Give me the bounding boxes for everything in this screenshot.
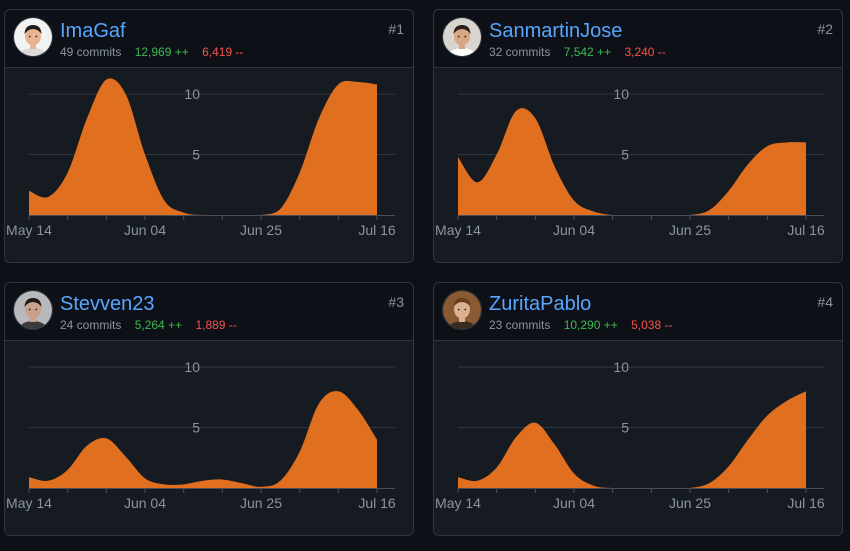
avatar[interactable] — [13, 290, 53, 330]
contribution-chart: 5 10 May 14 Jun 04 Jun 25 Jul 16 — [434, 341, 842, 535]
x-tick-label: Jun 25 — [669, 222, 711, 238]
additions-count: 5,264 ++ — [134, 318, 183, 332]
rank-label: #3 — [388, 294, 404, 310]
y-tick-label: 10 — [613, 86, 629, 102]
card-header: SanmartinJose 32 commits 7,542 ++ 3,240 … — [434, 10, 842, 68]
deletions-count: 6,419 -- — [202, 45, 244, 59]
x-tick-label: Jun 25 — [240, 495, 282, 511]
x-tick-label: Jun 04 — [124, 495, 166, 511]
contributor-card: ImaGaf 49 commits 12,969 ++ 6,419 -- #1 … — [4, 9, 414, 263]
x-tick-label: Jun 04 — [553, 222, 595, 238]
y-tick-label: 10 — [184, 86, 200, 102]
commit-count-link[interactable]: 32 commits — [489, 45, 551, 59]
rank-label: #1 — [388, 21, 404, 37]
contribution-area — [458, 108, 806, 215]
contribution-area — [458, 391, 806, 488]
contributor-stats: 24 commits 5,264 ++ 1,889 -- — [60, 318, 237, 333]
additions-count: 7,542 ++ — [563, 45, 612, 59]
x-tick-label: Jul 16 — [358, 495, 396, 511]
card-header: ZuritaPablo 23 commits 10,290 ++ 5,038 -… — [434, 283, 842, 341]
username-link[interactable]: SanmartinJose — [489, 20, 623, 42]
card-header: Stevven23 24 commits 5,264 ++ 1,889 -- #… — [5, 283, 413, 341]
x-tick-label: Jul 16 — [787, 222, 825, 238]
username-link[interactable]: ZuritaPablo — [489, 293, 592, 315]
y-tick-label: 5 — [192, 147, 200, 163]
deletions-count: 3,240 -- — [624, 45, 666, 59]
username-link[interactable]: ImaGaf — [60, 20, 126, 42]
x-tick-label: Jun 25 — [669, 495, 711, 511]
rank-label: #2 — [817, 21, 833, 37]
rank-label: #4 — [817, 294, 833, 310]
user-avatar-icon — [14, 291, 52, 329]
contributor-card: SanmartinJose 32 commits 7,542 ++ 3,240 … — [433, 9, 843, 263]
chart-svg: 5 10 May 14 Jun 04 Jun 25 Jul 16 — [435, 86, 825, 238]
x-tick-label: May 14 — [435, 495, 481, 511]
commit-count-link[interactable]: 24 commits — [60, 318, 122, 332]
contribution-chart: 5 10 May 14 Jun 04 Jun 25 Jul 16 — [434, 68, 842, 262]
chart-svg: 5 10 May 14 Jun 04 Jun 25 Jul 16 — [435, 359, 825, 511]
user-avatar-icon — [443, 291, 481, 329]
y-tick-label: 5 — [192, 420, 200, 436]
y-tick-label: 5 — [621, 147, 629, 163]
contributor-stats: 23 commits 10,290 ++ 5,038 -- — [489, 318, 672, 333]
x-tick-label: May 14 — [435, 222, 481, 238]
additions-count: 10,290 ++ — [563, 318, 618, 332]
x-tick-label: Jul 16 — [358, 222, 396, 238]
y-tick-label: 10 — [184, 359, 200, 375]
chart-svg: 5 10 May 14 Jun 04 Jun 25 Jul 16 — [6, 78, 396, 238]
card-header: ImaGaf 49 commits 12,969 ++ 6,419 -- #1 — [5, 10, 413, 68]
deletions-count: 1,889 -- — [195, 318, 237, 332]
username-link[interactable]: Stevven23 — [60, 293, 155, 315]
x-tick-label: May 14 — [6, 222, 52, 238]
x-tick-label: Jun 04 — [553, 495, 595, 511]
deletions-count: 5,038 -- — [631, 318, 673, 332]
user-avatar-icon — [443, 18, 481, 56]
y-tick-label: 5 — [621, 420, 629, 436]
x-tick-label: Jul 16 — [787, 495, 825, 511]
contributor-stats: 49 commits 12,969 ++ 6,419 -- — [60, 45, 243, 60]
contributor-stats: 32 commits 7,542 ++ 3,240 -- — [489, 45, 666, 60]
contribution-area — [29, 78, 377, 216]
y-tick-label: 10 — [613, 359, 629, 375]
contribution-chart: 5 10 May 14 Jun 04 Jun 25 Jul 16 — [5, 68, 413, 262]
contribution-area — [29, 391, 377, 488]
commit-count-link[interactable]: 23 commits — [489, 318, 551, 332]
x-tick-label: Jun 04 — [124, 222, 166, 238]
x-tick-label: May 14 — [6, 495, 52, 511]
additions-count: 12,969 ++ — [134, 45, 189, 59]
avatar[interactable] — [13, 17, 53, 57]
chart-svg: 5 10 May 14 Jun 04 Jun 25 Jul 16 — [6, 359, 396, 511]
x-tick-label: Jun 25 — [240, 222, 282, 238]
contributor-card: ZuritaPablo 23 commits 10,290 ++ 5,038 -… — [433, 282, 843, 536]
commit-count-link[interactable]: 49 commits — [60, 45, 122, 59]
avatar[interactable] — [442, 17, 482, 57]
contributor-card: Stevven23 24 commits 5,264 ++ 1,889 -- #… — [4, 282, 414, 536]
user-avatar-icon — [14, 18, 52, 56]
avatar[interactable] — [442, 290, 482, 330]
contribution-chart: 5 10 May 14 Jun 04 Jun 25 Jul 16 — [5, 341, 413, 535]
